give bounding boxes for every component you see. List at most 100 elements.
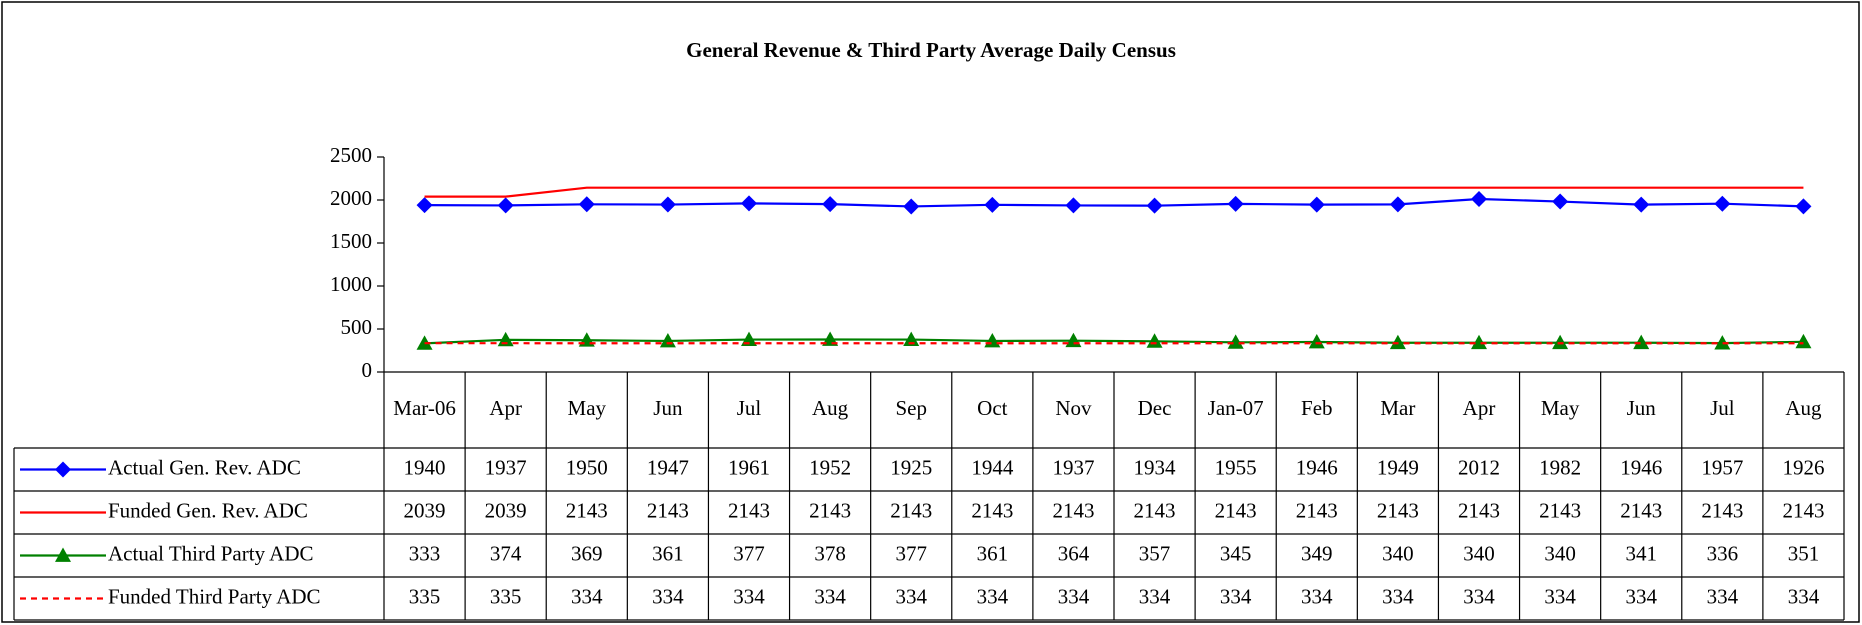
x-tick-label: Jul [1710,396,1735,420]
table-value: 334 [1707,584,1739,608]
table-value: 334 [733,584,765,608]
data-point [1389,196,1406,213]
table-value: 334 [977,584,1009,608]
table-value: 1934 [1134,455,1177,479]
data-point [497,197,514,214]
table-value: 340 [1382,541,1414,565]
table-value: 335 [490,584,522,608]
table-value: 2012 [1458,455,1500,479]
table-value: 334 [1382,584,1414,608]
table-value: 374 [490,541,522,565]
table-value: 1949 [1377,455,1419,479]
table-value: 334 [895,584,927,608]
table-value: 357 [1139,541,1171,565]
table-value: 364 [1058,541,1090,565]
x-tick-label: Aug [812,396,849,420]
x-tick-label: Nov [1055,396,1092,420]
data-point [1714,335,1731,350]
table-value: 2143 [1782,498,1824,522]
data-point [903,198,920,215]
table-value: 1925 [890,455,932,479]
data-point [1227,334,1244,349]
y-tick-label: 2000 [330,186,372,210]
data-point [1308,196,1325,213]
x-tick-label: Mar-06 [393,396,456,420]
table-value: 2143 [1296,498,1338,522]
table-value: 334 [1058,584,1090,608]
table-value: 2143 [1215,498,1257,522]
table-value: 334 [1301,584,1333,608]
table-value: 1950 [566,455,608,479]
y-tick-label: 0 [362,358,373,382]
legend-label: Funded Third Party ADC [108,584,321,608]
data-point [1552,334,1569,350]
data-point [416,197,433,214]
table-value: 1940 [404,455,446,479]
table-value: 1937 [485,455,527,479]
series-line [424,197,1804,208]
table-value: 334 [1544,584,1576,608]
table-value: 334 [571,584,603,608]
table-value: 2039 [404,498,446,522]
table-value: 334 [1220,584,1252,608]
table-value: 340 [1544,541,1576,565]
data-point [1633,334,1650,350]
data-point [822,196,839,213]
table-value: 1961 [728,455,770,479]
table-value: 1946 [1620,455,1662,479]
x-tick-label: Jan-07 [1208,396,1264,420]
table-value: 361 [977,541,1009,565]
table-value: 1955 [1215,455,1257,479]
data-point [659,196,676,213]
table-value: 349 [1301,541,1333,565]
table-value: 377 [733,541,765,565]
data-point [1795,333,1812,349]
table-value: 2143 [1134,498,1176,522]
legend-label: Actual Third Party ADC [108,541,314,565]
data-point [741,195,757,212]
table-value: 2143 [971,498,1013,522]
x-tick-label: Apr [1463,396,1496,420]
x-tick-label: Apr [489,396,522,420]
table-value: 1946 [1296,455,1338,479]
table-value: 345 [1220,541,1252,565]
data-point [1471,334,1487,350]
data-point [984,196,1001,213]
x-tick-label: Jun [1627,396,1657,420]
y-tick-label: 1500 [330,229,372,253]
x-tick-label: Aug [1785,396,1822,420]
table-value: 369 [571,541,603,565]
table-value: 333 [409,541,441,565]
table-value: 2143 [809,498,851,522]
table-value: 2143 [1620,498,1662,522]
table-value: 335 [409,584,441,608]
table-value: 2143 [1458,498,1500,522]
x-tick-label: Jun [653,396,683,420]
table-value: 1926 [1782,455,1824,479]
table-value: 334 [1625,584,1657,608]
table-value: 1944 [971,455,1014,479]
x-tick-label: Jul [737,396,762,420]
table-value: 2143 [566,498,608,522]
table-value: 2039 [485,498,527,522]
x-tick-label: Oct [977,396,1007,420]
table-value: 2143 [1539,498,1581,522]
legend-marker [55,461,71,478]
data-point [903,331,920,346]
table-value: 351 [1788,541,1820,565]
y-tick-label: 500 [341,315,373,339]
table-value: 2143 [1701,498,1743,522]
x-tick-label: Mar [1380,396,1415,420]
table-value: 2143 [890,498,932,522]
table-value: 1947 [647,455,689,479]
data-point [578,196,595,213]
table-value: 1952 [809,455,851,479]
table-value: 340 [1463,541,1495,565]
x-tick-label: Sep [895,396,927,420]
x-tick-label: Feb [1301,396,1333,420]
data-point [1471,190,1487,207]
data-point [1795,198,1812,215]
table-value: 341 [1625,541,1657,565]
table-value: 334 [1139,584,1171,608]
